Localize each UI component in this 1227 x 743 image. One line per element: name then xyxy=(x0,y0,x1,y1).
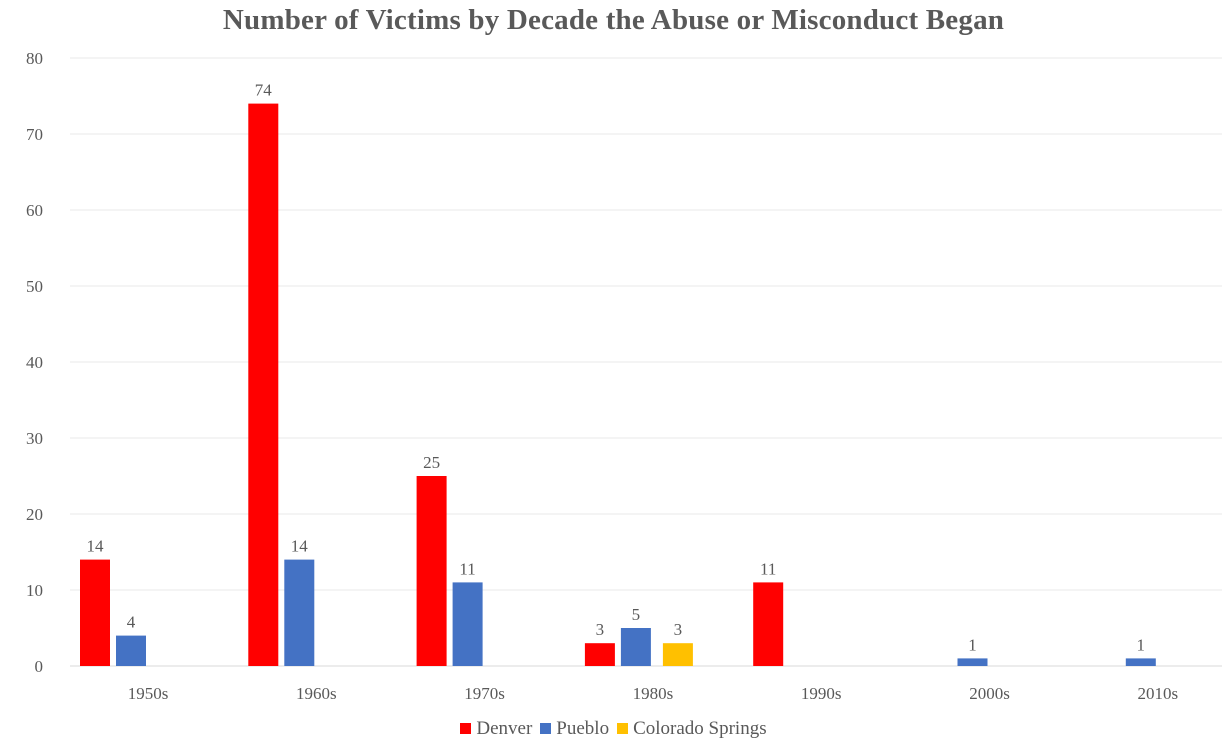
data-label: 1 xyxy=(968,635,977,654)
data-label: 74 xyxy=(255,81,273,100)
bars xyxy=(80,103,1156,667)
data-label: 3 xyxy=(596,620,605,639)
y-tick-label: 40 xyxy=(26,353,43,372)
legend-swatch xyxy=(617,723,629,734)
bar-pueblo xyxy=(452,582,483,666)
x-tick-label: 1980s xyxy=(633,684,674,703)
y-tick-label: 50 xyxy=(26,277,43,296)
legend: Denver Pueblo Colorado Springs xyxy=(0,718,1227,740)
y-tick-label: 0 xyxy=(35,657,44,676)
data-label: 4 xyxy=(127,613,136,632)
bar-pueblo xyxy=(957,658,988,666)
bar-pueblo xyxy=(284,559,315,666)
legend-item-pueblo: Pueblo xyxy=(540,718,609,740)
bar-denver xyxy=(753,582,784,666)
legend-item-denver: Denver xyxy=(460,718,532,740)
data-label: 14 xyxy=(87,537,105,556)
bar-pueblo xyxy=(116,635,146,666)
y-axis: 0 10 20 30 40 50 60 70 80 xyxy=(26,49,43,676)
legend-label: Colorado Springs xyxy=(633,718,767,739)
legend-swatch xyxy=(460,723,472,734)
gridlines xyxy=(70,57,1222,667)
x-tick-label: 2000s xyxy=(969,684,1010,703)
x-tick-label: 1960s xyxy=(296,684,337,703)
data-label: 3 xyxy=(674,620,683,639)
y-tick-label: 20 xyxy=(26,505,43,524)
bar-denver xyxy=(80,559,110,666)
bar-denver xyxy=(584,643,615,666)
data-label: 1 xyxy=(1137,635,1146,654)
chart-title: Number of Victims by Decade the Abuse or… xyxy=(222,4,1005,36)
x-tick-label: 1950s xyxy=(128,684,169,703)
legend-item-colorado-springs: Colorado Springs xyxy=(617,718,767,740)
data-label: 11 xyxy=(459,559,475,578)
bar-pueblo xyxy=(620,628,651,666)
y-tick-label: 70 xyxy=(26,125,43,144)
legend-swatch xyxy=(540,723,552,734)
data-label: 11 xyxy=(760,559,776,578)
x-tick-label: 1970s xyxy=(464,684,505,703)
bar-colorado-springs xyxy=(662,643,693,666)
x-tick-label: 1990s xyxy=(801,684,842,703)
bar-pueblo xyxy=(1125,658,1156,666)
data-label: 14 xyxy=(291,537,309,556)
data-label: 5 xyxy=(632,605,641,624)
bar-denver xyxy=(248,103,279,667)
y-tick-label: 30 xyxy=(26,429,43,448)
legend-label: Pueblo xyxy=(556,718,610,739)
y-tick-label: 60 xyxy=(26,201,43,220)
x-tick-label: 2010s xyxy=(1137,684,1178,703)
y-tick-label: 80 xyxy=(26,49,43,68)
x-axis: 1950s 1960s 1970s 1980s 1990s 2000s 2010s xyxy=(128,684,1178,703)
data-label: 25 xyxy=(423,453,440,472)
bar-denver xyxy=(416,476,447,666)
y-tick-label: 10 xyxy=(26,581,43,600)
legend-label: Denver xyxy=(476,718,533,739)
